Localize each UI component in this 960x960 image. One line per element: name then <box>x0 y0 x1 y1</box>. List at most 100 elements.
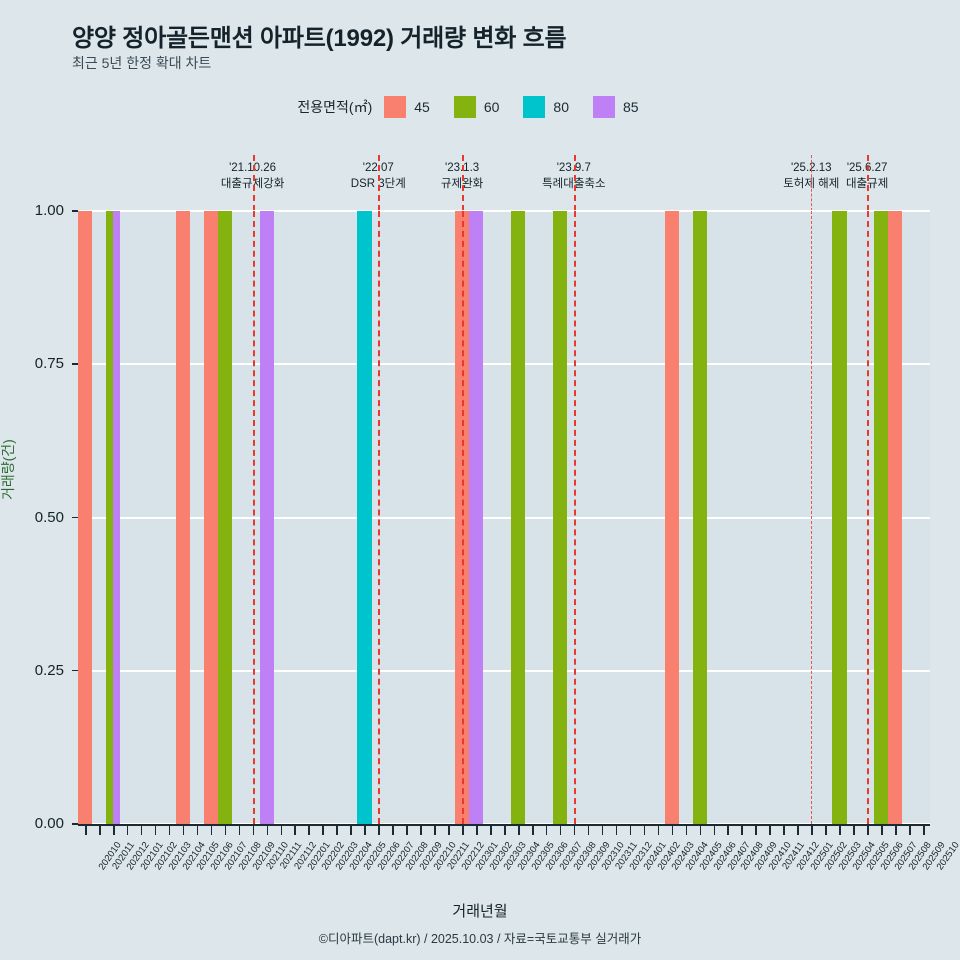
legend-swatch-85 <box>593 96 615 118</box>
y-tick-label: 0.75 <box>34 355 64 373</box>
x-tick <box>685 826 688 835</box>
legend-item-80[interactable]: 80 <box>523 96 587 118</box>
event-line-202110 <box>252 211 255 824</box>
annotation-date: '22.07 <box>362 162 394 174</box>
x-tick <box>517 826 520 835</box>
x-tick <box>420 826 422 835</box>
x-tick <box>853 826 855 835</box>
x-tick <box>573 826 576 835</box>
x-axis-title: 거래년월 <box>452 903 508 920</box>
x-tick <box>294 826 297 835</box>
page-title: 양양 정아골든맨션 아파트(1992) 거래량 변화 흐름 <box>72 25 567 52</box>
y-tick <box>72 823 78 825</box>
x-tick <box>406 826 408 835</box>
bar-202206-80 <box>357 211 372 824</box>
y-tick-label: 1.00 <box>34 202 64 219</box>
legend-label-80: 80 <box>553 99 569 115</box>
x-tick <box>615 826 618 835</box>
x-tick <box>196 826 199 835</box>
legend-swatch-80 <box>523 96 546 118</box>
annotation-label: 토허제 해제 <box>783 178 840 190</box>
x-tick <box>308 826 311 835</box>
x-tick <box>98 826 101 835</box>
bar-202108-60 <box>217 211 233 824</box>
bar-202404-45 <box>664 211 679 824</box>
x-tick <box>895 826 897 835</box>
annotation-202506: '25.6.27 대출규제 <box>807 160 927 192</box>
annotation-label: 특례대출축소 <box>542 178 606 190</box>
bar-202504-60 <box>832 211 847 824</box>
bar-202111-85 <box>259 211 274 824</box>
event-line-202309 <box>573 211 576 824</box>
legend-label-85: 85 <box>623 99 639 115</box>
x-tick <box>601 826 604 835</box>
x-tick <box>490 826 492 835</box>
x-tick <box>629 826 632 835</box>
x-tick <box>378 826 380 835</box>
x-tick <box>350 826 352 835</box>
x-tick <box>364 826 366 835</box>
x-tick <box>643 826 646 835</box>
x-tick <box>713 826 716 835</box>
legend-swatch-45 <box>384 96 407 118</box>
event-line-upper-202110 <box>252 155 255 211</box>
x-tick <box>266 826 269 835</box>
x-tick <box>825 826 827 835</box>
y-tick <box>72 363 78 365</box>
bar-202012-60 <box>105 211 114 824</box>
y-axis-title: 거래량(건) <box>0 439 16 500</box>
legend-title: 전용면적(㎡) <box>297 99 373 115</box>
x-tick <box>462 826 464 835</box>
x-tick <box>657 826 660 835</box>
chart-plot-area <box>78 210 930 825</box>
bar-202308-60 <box>552 211 568 824</box>
x-tick <box>210 826 213 835</box>
x-tick <box>168 826 171 835</box>
legend-label-60: 60 <box>483 99 500 115</box>
x-tick <box>392 826 394 835</box>
x-tick <box>112 826 115 835</box>
annotation-202301: '23.1.3 규제완화 <box>402 160 522 192</box>
x-tick <box>84 826 87 835</box>
gridline <box>78 516 930 519</box>
y-tick <box>72 210 78 212</box>
bar-202010-45 <box>78 211 93 824</box>
x-tick <box>587 826 590 835</box>
x-tick <box>755 826 757 835</box>
legend-item-45[interactable]: 45 <box>384 96 448 118</box>
event-line-202207 <box>378 211 381 824</box>
annotation-label: 규제완화 <box>440 178 484 190</box>
x-tick <box>741 826 744 835</box>
y-tick <box>72 516 78 519</box>
x-tick <box>238 826 241 835</box>
x-tick <box>140 826 143 835</box>
event-line-upper-202301 <box>462 155 465 211</box>
legend-item-60[interactable]: 60 <box>453 96 518 118</box>
x-axis-line <box>78 824 930 826</box>
x-tick <box>727 826 730 835</box>
event-line-upper-202309 <box>573 155 576 211</box>
annotation-202502: '25.2.13 토허제 해제 <box>751 160 871 192</box>
x-tick <box>434 826 436 835</box>
chart-legend: 전용면적(㎡) 45 60 80 85 <box>0 96 960 118</box>
x-tick <box>252 826 255 835</box>
annotation-202309: '23.9.7 특례대출축소 <box>514 160 634 192</box>
bar-202305-60 <box>510 211 526 824</box>
legend-swatch-60 <box>453 96 476 118</box>
x-tick <box>154 826 157 835</box>
x-tick <box>476 826 478 835</box>
x-tick <box>280 826 283 835</box>
gridline <box>78 669 930 672</box>
x-tick <box>559 826 562 835</box>
x-tick <box>182 826 185 835</box>
event-line-upper-202506 <box>867 155 870 211</box>
x-tick <box>881 826 883 835</box>
x-tick <box>671 826 674 835</box>
annotation-label: 대출규제 <box>845 178 889 190</box>
gridline <box>78 363 930 366</box>
legend-item-85[interactable]: 85 <box>593 96 657 118</box>
event-line-upper-202502 <box>811 155 813 211</box>
gridline <box>78 210 930 212</box>
y-tick-label: 0.50 <box>34 508 64 526</box>
x-tick <box>545 826 548 835</box>
